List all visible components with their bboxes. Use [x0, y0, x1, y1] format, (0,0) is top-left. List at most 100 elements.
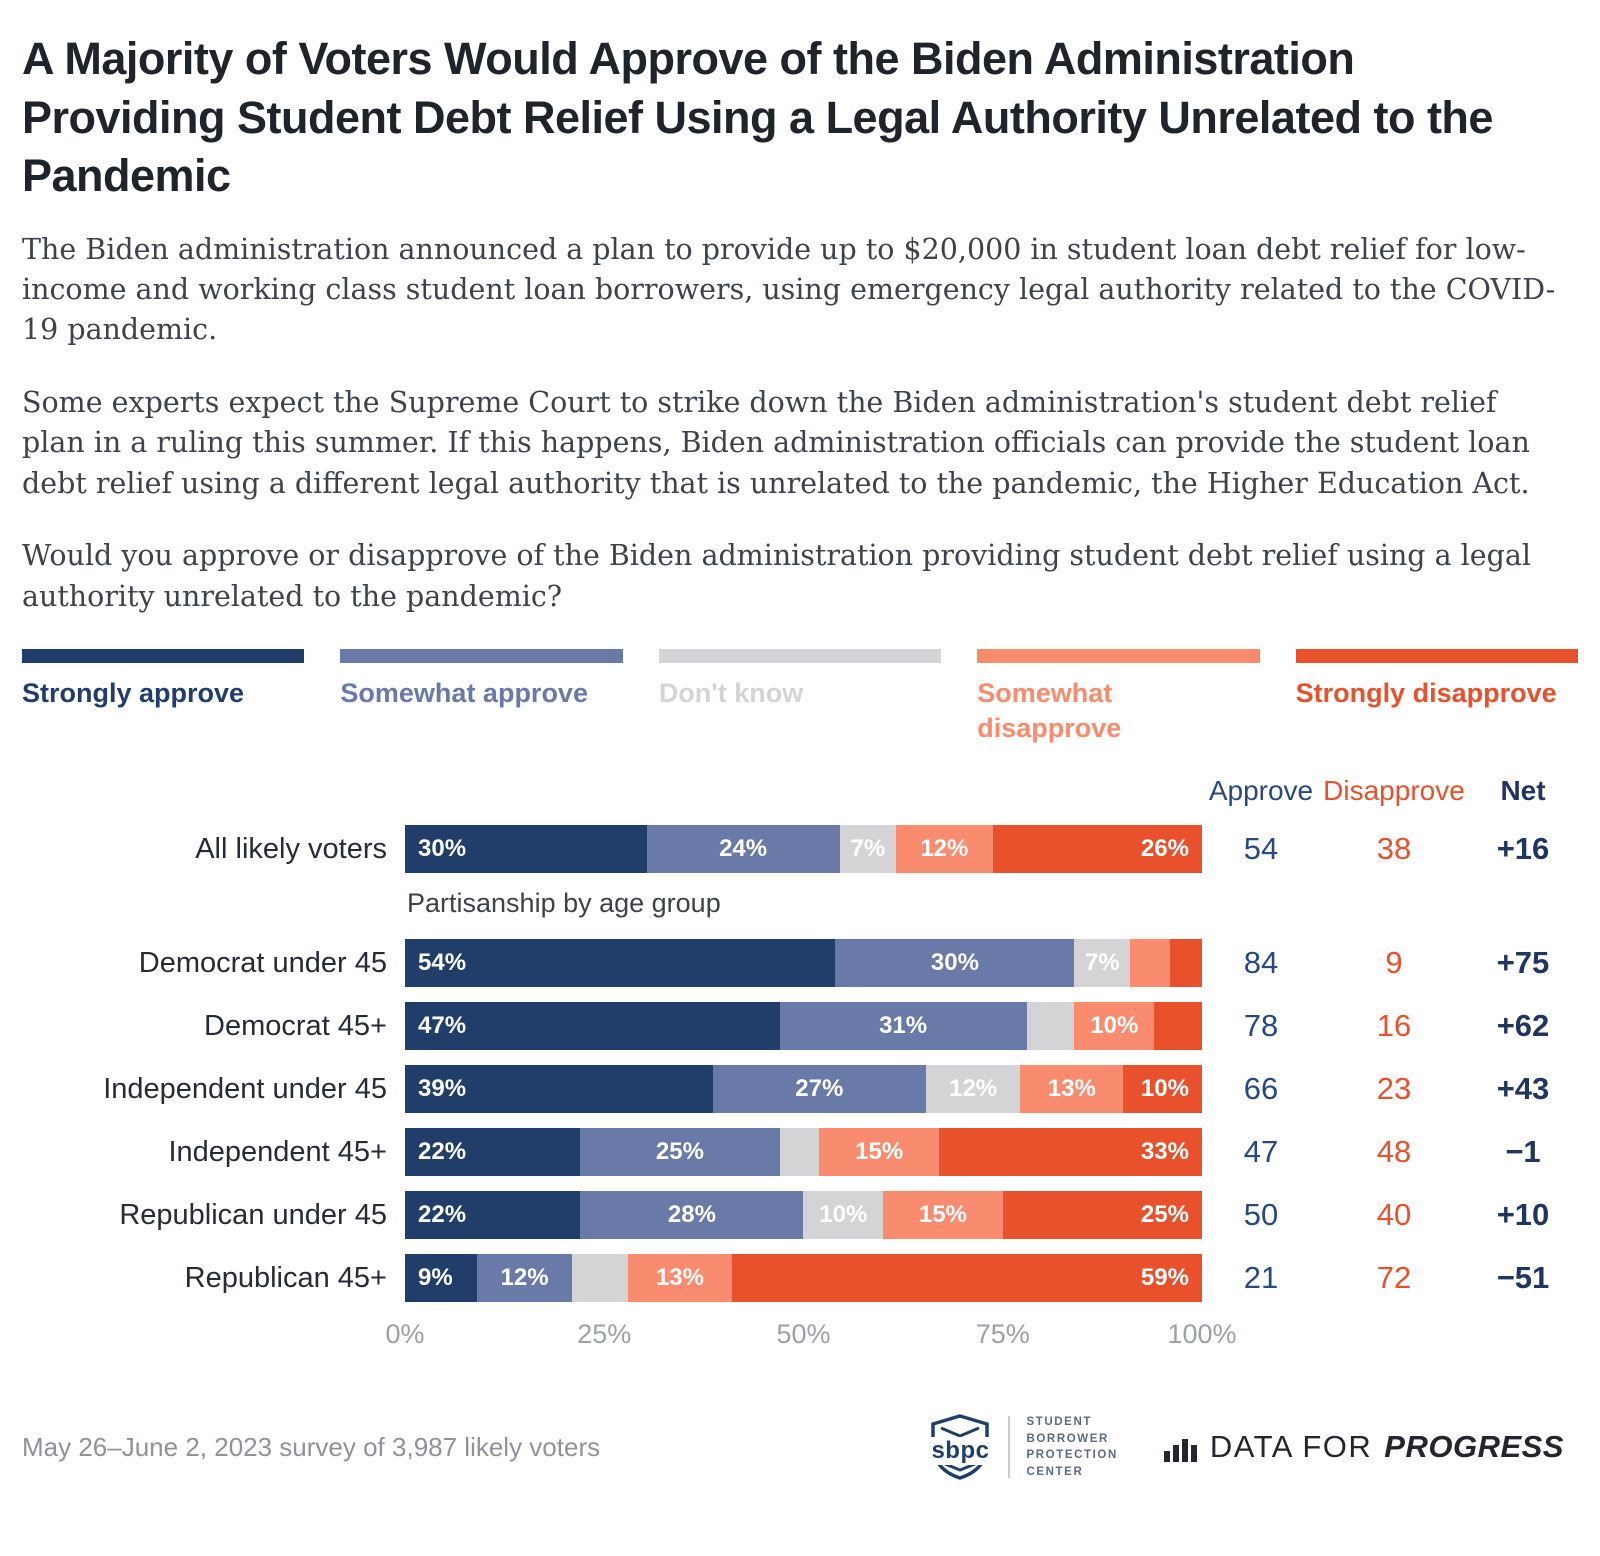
stacked-bar: 39% 27% 12% 13% 10% — [405, 1065, 1202, 1114]
stacked-bar: 22% 28% 10% 15% 25% — [405, 1191, 1202, 1240]
net-column-header: Net — [1500, 775, 1546, 807]
x-axis-tick: 75% — [975, 1319, 1030, 1350]
bar-segment-somewhat-approve: 28% — [580, 1191, 804, 1240]
segment-value-label: 24% — [719, 835, 768, 863]
bar-segment-strongly-approve: 39% — [405, 1065, 713, 1114]
bar-segment-strongly-approve: 22% — [405, 1191, 581, 1240]
bar-segment-somewhat-disapprove: 10% — [1074, 1002, 1155, 1051]
legend-item: Somewhat disapprove — [977, 649, 1260, 745]
bar-segment-don-t-know: 12% — [925, 1065, 1021, 1114]
segment-value-label: 7% — [850, 835, 886, 863]
sbpc-org-name: STUDENT BORROWER PROTECTION CENTER — [1026, 1414, 1117, 1481]
disapprove-value: 9 — [1385, 945, 1403, 981]
row-label: Republican 45+ — [184, 1261, 387, 1294]
bar-segment-somewhat-disapprove — [1130, 939, 1171, 988]
stacked-bar: 54% 30% 7% — [405, 939, 1202, 988]
survey-question: Would you approve or disapprove of the B… — [22, 539, 1531, 613]
segment-value-label: 28% — [667, 1201, 716, 1229]
stacked-bar: 22% 25% 15% 33% — [405, 1128, 1202, 1177]
sbpc-logo: sbpc STUDENT BORROWER PROTECTION CENTER — [928, 1413, 1117, 1481]
bar-segment-somewhat-approve: 31% — [779, 1002, 1027, 1051]
stacked-bar: 9% 12% 13% 59% — [405, 1254, 1202, 1303]
footer: May 26–June 2, 2023 survey of 3,987 like… — [22, 1413, 1578, 1481]
bar-segment-strongly-disapprove: 26% — [992, 825, 1202, 874]
bar-segment-strongly-disapprove — [1170, 939, 1202, 988]
bar-segment-strongly-approve: 22% — [405, 1128, 581, 1177]
x-axis-ticks: 0% 25% 50% 75% 100% — [385, 1317, 1236, 1355]
bar-segment-somewhat-approve: 25% — [580, 1128, 780, 1177]
logos: sbpc STUDENT BORROWER PROTECTION CENTER — [928, 1413, 1564, 1481]
legend-label: Somewhat disapprove — [977, 678, 1122, 743]
segment-value-label: 13% — [655, 1264, 704, 1292]
segment-value-label: 7% — [1085, 949, 1120, 977]
bar-segment-somewhat-approve: 27% — [712, 1065, 926, 1114]
sbpc-shield-icon: sbpc — [928, 1413, 992, 1481]
bar-segment-don-t-know — [572, 1254, 629, 1303]
dfp-suffix: PROGRESS — [1384, 1429, 1564, 1465]
net-value: +16 — [1496, 831, 1550, 867]
bar-segment-somewhat-approve: 30% — [835, 939, 1075, 988]
approve-value: 21 — [1243, 1260, 1279, 1296]
segment-value-label: 25% — [655, 1138, 704, 1166]
chart-row: Democrat under 45 54% 30% 7% 84 9 +75 — [22, 939, 1578, 988]
x-axis: 0% 25% 50% 75% 100% — [22, 1317, 1578, 1355]
legend: Strongly approve Somewhat approve Don't … — [22, 649, 1579, 745]
legend-swatch — [1295, 649, 1579, 664]
sbpc-wordmark: sbpc — [929, 1437, 992, 1466]
legend-label: Strongly approve — [22, 678, 245, 709]
legend-swatch — [22, 649, 305, 664]
bar-segment-don-t-know — [779, 1128, 820, 1177]
disapprove-value: 48 — [1376, 1134, 1412, 1170]
legend-swatch — [340, 649, 623, 664]
sbpc-line: STUDENT — [1026, 1416, 1092, 1428]
sbpc-line: PROTECTION — [1026, 1449, 1118, 1462]
legend-swatch — [658, 649, 942, 664]
legend-label: Somewhat approve — [340, 678, 588, 709]
segment-value-label: 27% — [795, 1075, 844, 1103]
disapprove-column-header: Disapprove — [1323, 775, 1465, 807]
bar-segment-don-t-know — [1026, 1002, 1075, 1051]
stacked-bar: 30% 24% 7% 12% 26% — [405, 825, 1202, 874]
bar-segment-somewhat-disapprove: 13% — [628, 1254, 732, 1303]
disapprove-value: 40 — [1376, 1197, 1412, 1233]
chart-rows: All likely voters 30% 24% 7% 12% 26% 54 38 +… — [22, 825, 1578, 1303]
bar-segment-somewhat-approve: 24% — [646, 825, 840, 874]
x-axis-tick: 0% — [385, 1319, 425, 1350]
segment-value-label: 13% — [1047, 1075, 1096, 1103]
row-label: Democrat 45+ — [204, 1009, 387, 1042]
segment-value-label: 25% — [1140, 1201, 1189, 1229]
segment-value-label: 12% — [949, 1075, 998, 1103]
bar-segment-somewhat-disapprove: 13% — [1020, 1065, 1124, 1114]
bar-segment-don-t-know: 7% — [839, 825, 897, 874]
bar-segment-somewhat-disapprove: 15% — [883, 1191, 1003, 1240]
bar-segment-strongly-disapprove: 10% — [1123, 1065, 1202, 1114]
bar-segment-somewhat-disapprove: 15% — [819, 1128, 939, 1177]
legend-swatch — [977, 649, 1260, 664]
approve-value: 66 — [1243, 1071, 1279, 1107]
segment-value-label: 54% — [418, 949, 467, 977]
approve-value: 84 — [1243, 945, 1279, 981]
segment-value-label: 10% — [819, 1201, 868, 1229]
chart-row: Democrat 45+ 47% 31% 10% 78 16 +62 — [22, 1002, 1578, 1051]
legend-item: Don't know — [658, 649, 942, 745]
bar-segment-strongly-approve: 30% — [405, 825, 647, 874]
segment-value-label: 15% — [855, 1138, 904, 1166]
sbpc-line: BORROWER — [1026, 1432, 1109, 1445]
bar-segment-strongly-approve: 54% — [405, 939, 836, 988]
approve-value: 50 — [1243, 1197, 1279, 1233]
x-axis-tick: 25% — [577, 1319, 632, 1350]
segment-value-label: 22% — [418, 1201, 467, 1229]
segment-value-label: 30% — [418, 835, 467, 863]
infographic: A Majority of Voters Would Approve of th… — [22, 33, 1579, 1481]
dfp-prefix: DATA FOR — [1209, 1429, 1373, 1465]
page-title: A Majority of Voters Would Approve of th… — [22, 33, 1493, 201]
legend-item: Somewhat approve — [340, 649, 623, 745]
net-value: +62 — [1496, 1008, 1550, 1044]
logo-divider — [1008, 1416, 1011, 1479]
bar-segment-strongly-disapprove: 33% — [938, 1128, 1202, 1177]
segment-value-label: 31% — [879, 1012, 928, 1040]
row-label: Republican under 45 — [119, 1198, 387, 1231]
legend-item: Strongly approve — [22, 649, 305, 745]
chart-row: Independent 45+ 22% 25% 15% 33% 47 48 −1 — [22, 1128, 1578, 1177]
segment-value-label: 10% — [1090, 1012, 1139, 1040]
